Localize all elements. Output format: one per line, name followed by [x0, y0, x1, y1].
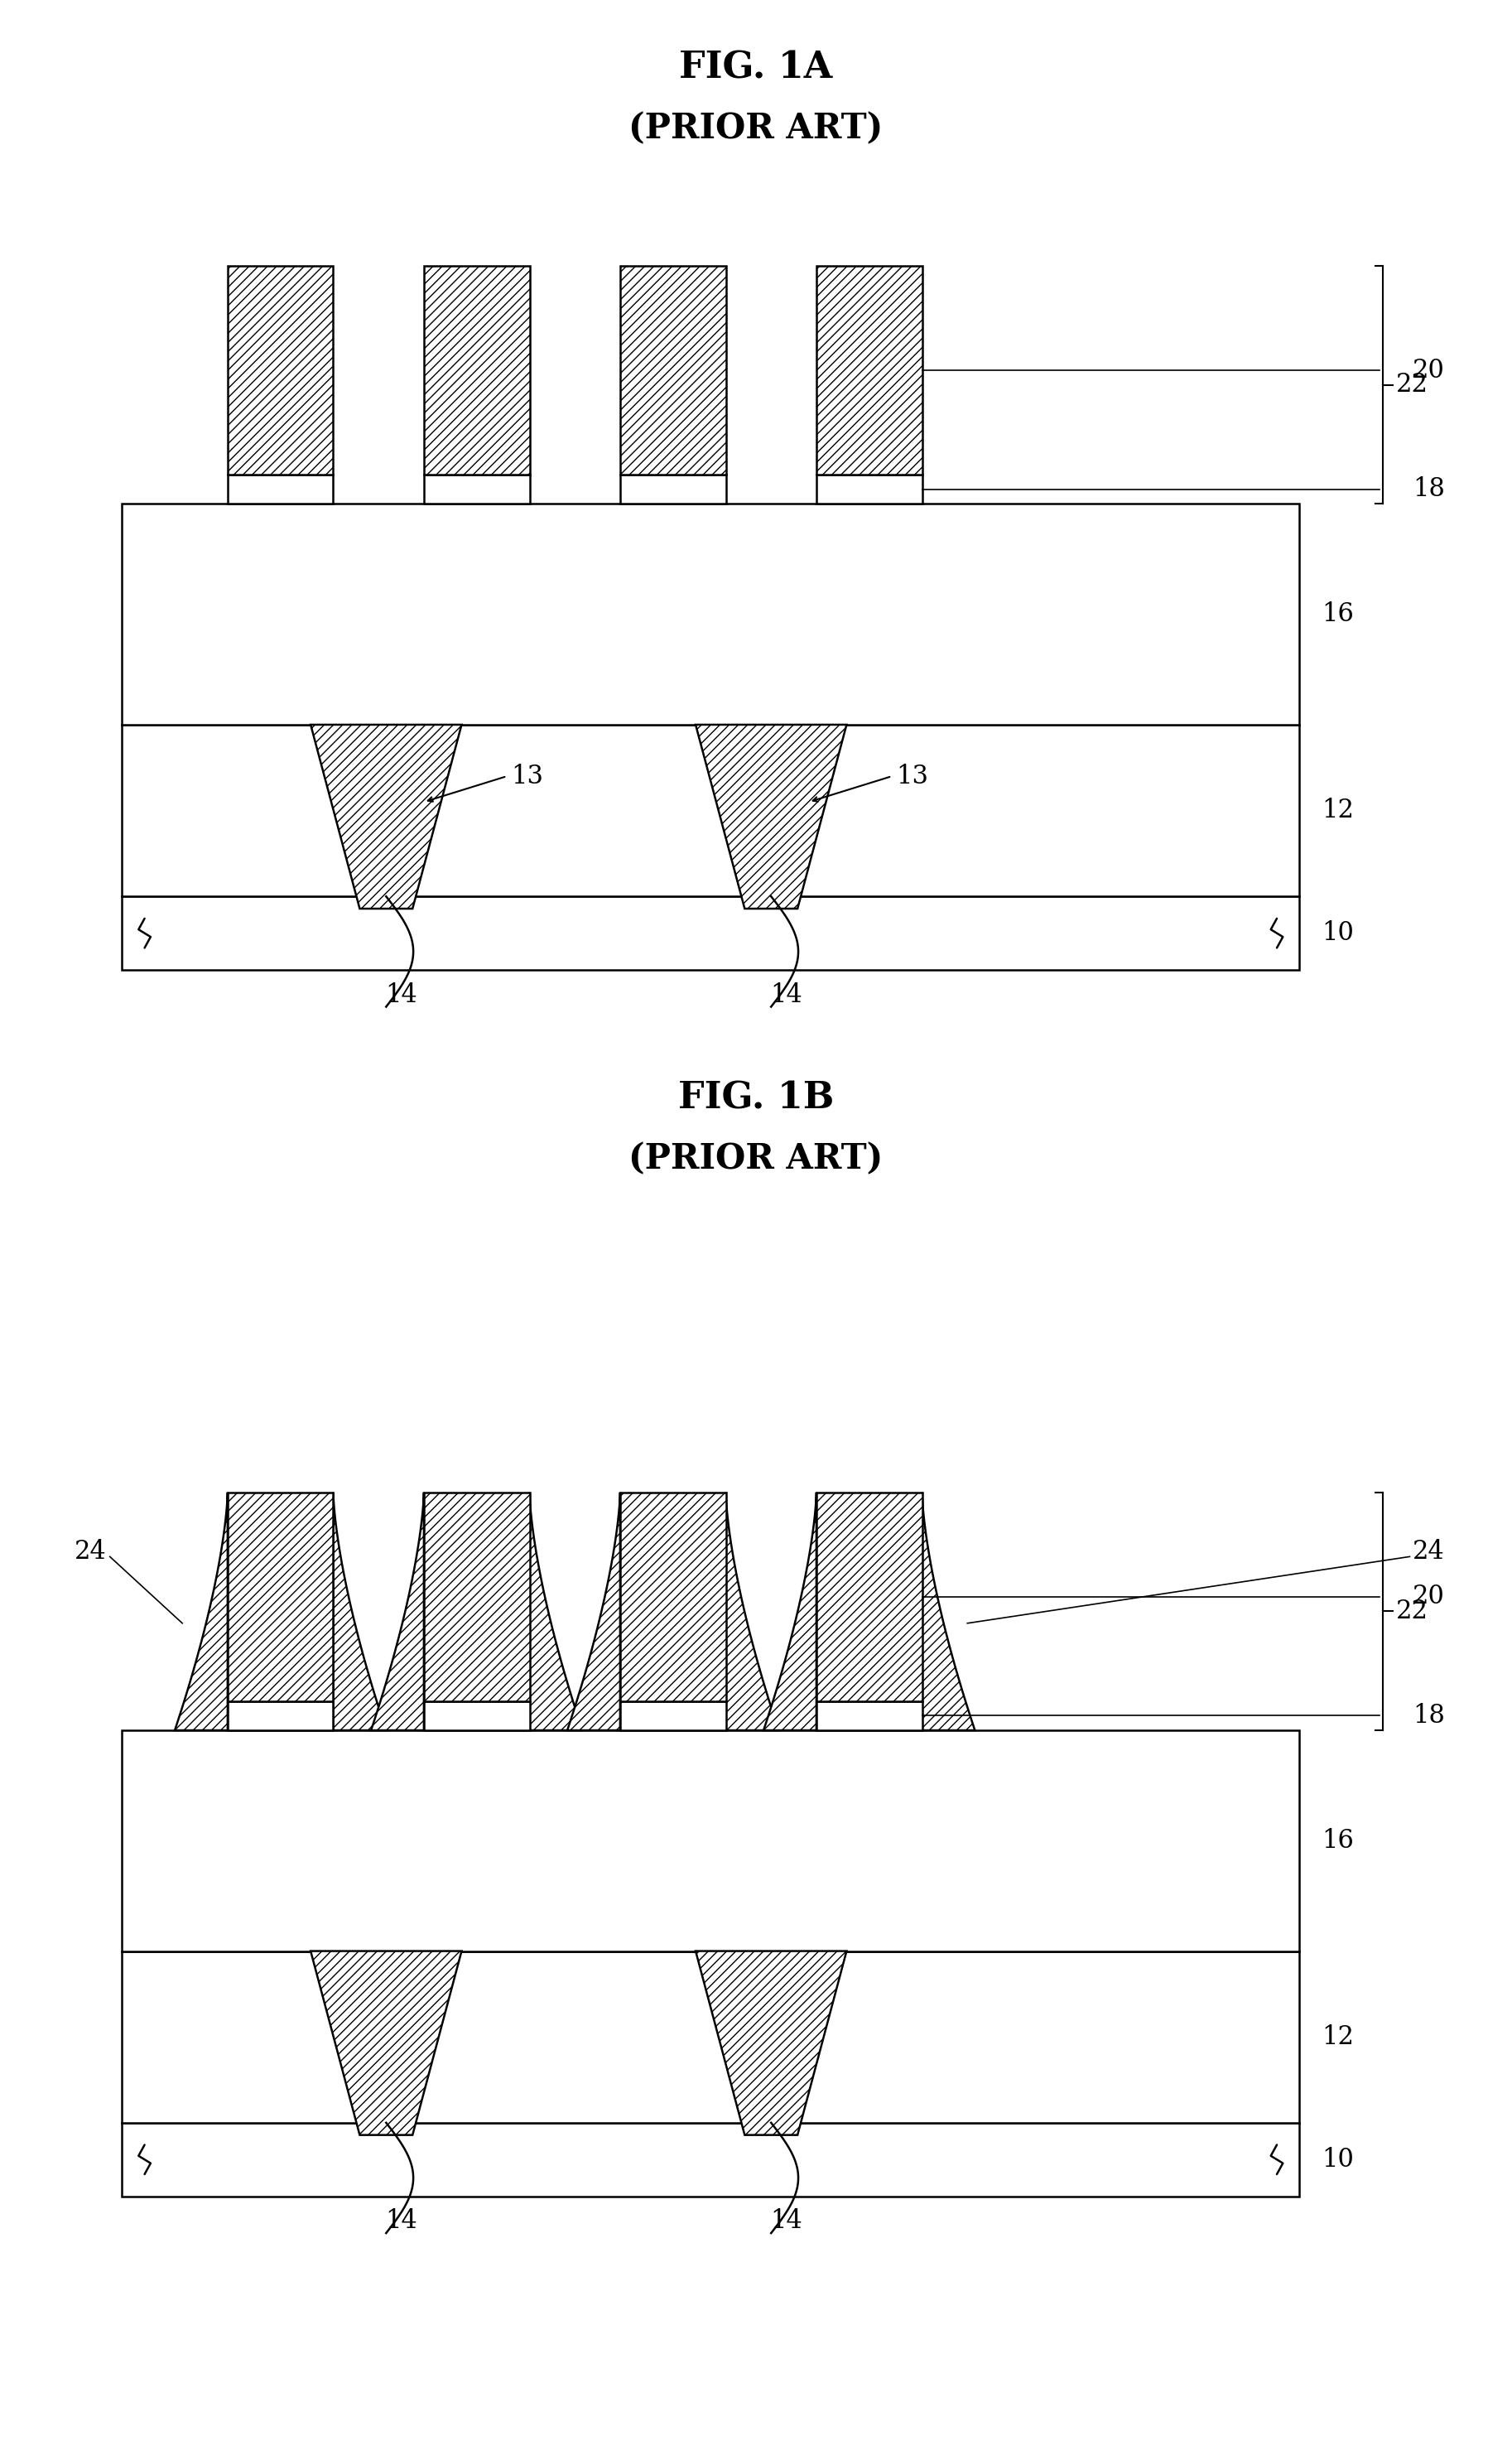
Text: 14: 14 — [386, 982, 417, 1009]
Bar — [228, 1701, 333, 1731]
Bar — [423, 474, 529, 503]
Text: 16: 16 — [1321, 1829, 1355, 1854]
Polygon shape — [726, 1493, 779, 1731]
Polygon shape — [922, 1493, 975, 1731]
Bar — [122, 1731, 1299, 1952]
Text: 13: 13 — [897, 764, 928, 788]
Polygon shape — [567, 1493, 620, 1731]
Text: 22: 22 — [1396, 1598, 1429, 1625]
Text: 20: 20 — [1412, 1583, 1445, 1610]
Polygon shape — [175, 1493, 228, 1731]
Polygon shape — [696, 1952, 847, 2136]
Text: 12: 12 — [1321, 798, 1355, 822]
Bar — [816, 265, 922, 474]
Text: 14: 14 — [770, 982, 803, 1009]
Text: FIG. 1B: FIG. 1B — [677, 1080, 835, 1117]
Bar — [122, 1952, 1299, 2124]
Bar — [620, 265, 726, 474]
Text: 18: 18 — [1412, 476, 1445, 503]
Bar — [228, 265, 333, 474]
Bar — [620, 474, 726, 503]
Bar — [122, 2124, 1299, 2197]
Bar — [816, 1701, 922, 1731]
Bar — [423, 1701, 529, 1731]
Text: (PRIOR ART): (PRIOR ART) — [629, 110, 883, 147]
Text: 10: 10 — [1321, 2146, 1355, 2173]
Text: 24: 24 — [1412, 1539, 1445, 1564]
Bar — [620, 1493, 726, 1701]
Bar — [228, 474, 333, 503]
Bar — [122, 724, 1299, 896]
Polygon shape — [696, 724, 847, 908]
Text: 20: 20 — [1412, 358, 1445, 383]
Text: 14: 14 — [770, 2210, 803, 2234]
Text: 13: 13 — [511, 764, 544, 788]
Bar — [423, 1493, 529, 1701]
Text: (PRIOR ART): (PRIOR ART) — [629, 1142, 883, 1176]
Text: 14: 14 — [386, 2210, 417, 2234]
Polygon shape — [529, 1493, 582, 1731]
Polygon shape — [310, 724, 461, 908]
Bar — [122, 503, 1299, 724]
Polygon shape — [310, 1952, 461, 2136]
Bar — [816, 1493, 922, 1701]
Polygon shape — [333, 1493, 386, 1731]
Text: 10: 10 — [1321, 921, 1355, 945]
Bar — [228, 1493, 333, 1701]
Polygon shape — [370, 1493, 423, 1731]
Bar — [423, 265, 529, 474]
Bar — [816, 474, 922, 503]
Bar — [620, 1701, 726, 1731]
Text: 24: 24 — [74, 1539, 107, 1564]
Bar — [122, 896, 1299, 970]
Text: 18: 18 — [1412, 1704, 1445, 1728]
Polygon shape — [764, 1493, 816, 1731]
Text: 12: 12 — [1321, 2023, 1355, 2050]
Text: FIG. 1A: FIG. 1A — [679, 49, 833, 86]
Text: 16: 16 — [1321, 601, 1355, 626]
Text: 22: 22 — [1396, 373, 1429, 398]
